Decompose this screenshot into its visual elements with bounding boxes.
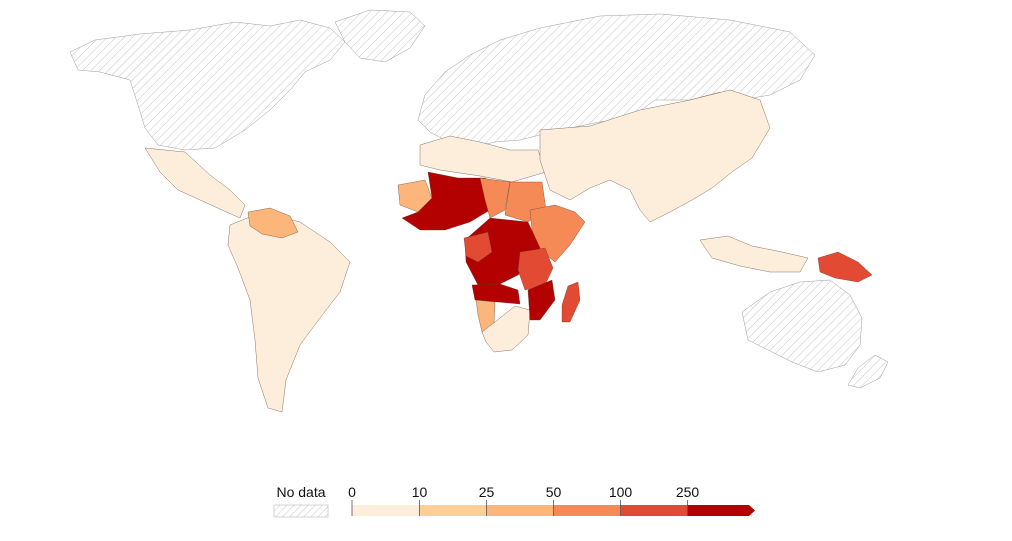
region-middle-east-asia (539, 89, 771, 223)
legend-bin-2 (486, 505, 554, 516)
region-mexico-central-america (144, 147, 246, 219)
region-cameroon-gabon (463, 231, 493, 263)
region-mozambique (527, 279, 556, 321)
legend-bin-1 (419, 505, 487, 516)
legend-threshold-50: 50 (546, 484, 562, 500)
legend-no-data-swatch (273, 504, 329, 518)
legend-bin-3 (553, 505, 621, 516)
region-venezuela-guyana (247, 207, 299, 239)
region-greenland (334, 9, 426, 63)
legend-no-data-label: No data (276, 484, 325, 500)
legend-bin-5 (687, 505, 755, 516)
region-madagascar (561, 281, 581, 323)
legend-bin-0 (352, 505, 420, 516)
legend-color-scale (352, 505, 755, 516)
region-southern-africa (481, 305, 531, 353)
legend-threshold-10: 10 (412, 484, 428, 500)
legend-threshold-100: 100 (609, 484, 633, 500)
legend-bin-4 (620, 505, 688, 516)
region-south-america (227, 211, 351, 413)
region-new-zealand (847, 354, 889, 389)
legend-threshold-250: 250 (676, 484, 700, 500)
legend-threshold-25: 25 (479, 484, 495, 500)
map-legend: No data 0 10 25 50 100 250 (273, 484, 755, 518)
region-chad-region (479, 177, 511, 219)
region-australia (741, 279, 863, 373)
legend-threshold-0: 0 (348, 484, 356, 500)
region-angola-zambia (471, 283, 521, 305)
region-southeast-asia-islands (699, 235, 809, 273)
region-papua-new-guinea (817, 251, 873, 283)
region-north-america (69, 19, 346, 151)
